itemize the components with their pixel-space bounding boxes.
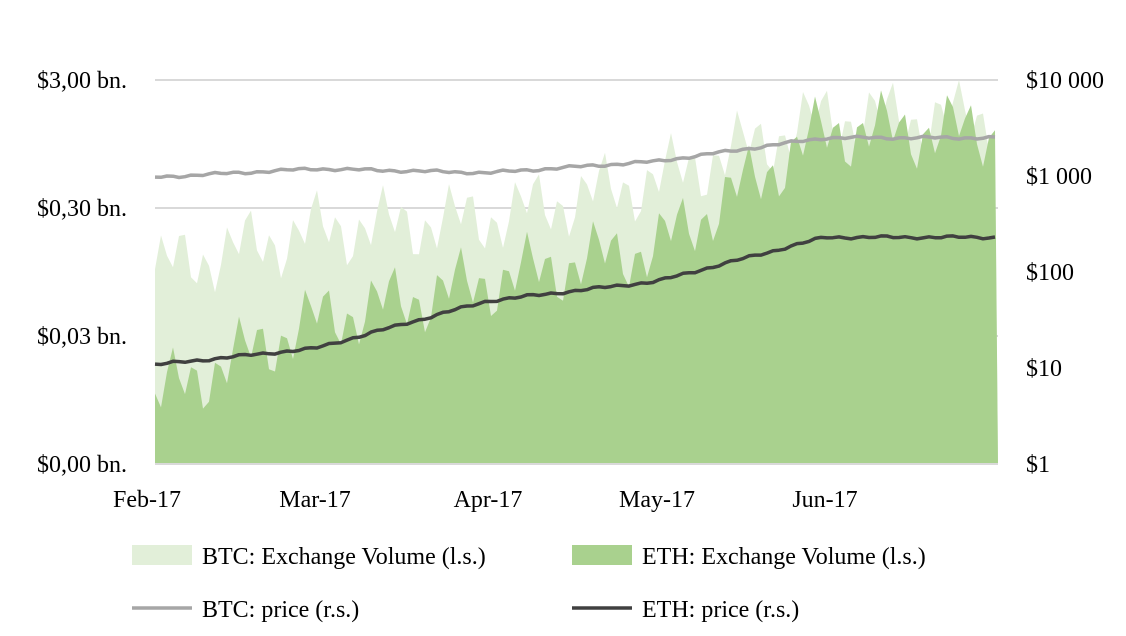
legend-label: ETH: price (r.s.) bbox=[642, 597, 799, 623]
left-tick-label: $0,00 bn. bbox=[37, 452, 127, 478]
line-series-3 bbox=[154, 134, 996, 180]
areas bbox=[155, 80, 998, 465]
x-tick-label: May-17 bbox=[619, 487, 695, 513]
legend: BTC: Exchange Volume (l.s.) ETH: Exchange… bbox=[132, 544, 926, 623]
x-tick-label: Mar-17 bbox=[279, 487, 351, 513]
legend-label: BTC: Exchange Volume (l.s.) bbox=[202, 544, 486, 570]
x-axis-ticks: Feb-17 Mar-17 Apr-17 May-17 Jun-17 bbox=[113, 487, 858, 513]
left-axis-ticks: $0,00 bn. $0,03 bn. $0,30 bn. $3,00 bn. bbox=[37, 68, 127, 478]
x-tick-label: Apr-17 bbox=[454, 487, 523, 513]
lines bbox=[154, 134, 996, 367]
legend-label: BTC: price (r.s.) bbox=[202, 597, 359, 623]
legend-swatch bbox=[132, 545, 192, 565]
left-tick-label: $3,00 bn. bbox=[37, 68, 127, 94]
right-tick-label: $1 000 bbox=[1026, 164, 1092, 190]
line-series-4 bbox=[154, 234, 996, 367]
legend-swatch bbox=[572, 545, 632, 565]
legend-label: ETH: Exchange Volume (l.s.) bbox=[642, 544, 926, 570]
area-series-2 bbox=[155, 90, 998, 465]
left-tick-label: $0,30 bn. bbox=[37, 196, 127, 222]
x-tick-label: Jun-17 bbox=[792, 487, 857, 513]
x-tick-label: Feb-17 bbox=[113, 487, 181, 513]
right-axis-ticks: $1 $10 $100 $1 000 $10 000 bbox=[1026, 68, 1104, 478]
right-tick-label: $10 bbox=[1026, 356, 1062, 382]
right-tick-label: $100 bbox=[1026, 260, 1074, 286]
left-tick-label: $0,03 bn. bbox=[37, 324, 127, 350]
right-tick-label: $1 bbox=[1026, 452, 1050, 478]
right-tick-label: $10 000 bbox=[1026, 68, 1104, 94]
